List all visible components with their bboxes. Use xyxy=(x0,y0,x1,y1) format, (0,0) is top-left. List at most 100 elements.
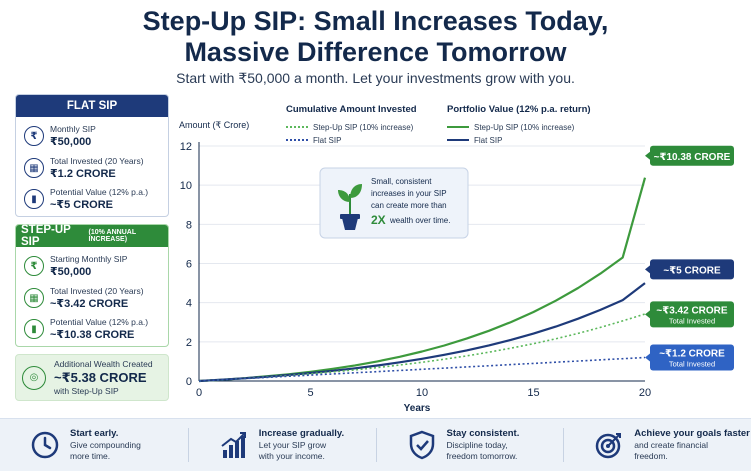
callout-pointer-1 xyxy=(645,265,650,274)
y-tick-label-0: 0 xyxy=(186,376,192,388)
legend-step-invested: Step-Up SIP (10% increase) xyxy=(313,123,414,132)
flat-monthly-row: ₹ Monthly SIP ₹50,000 xyxy=(24,121,96,151)
additional-wealth-note: with Step-Up SIP xyxy=(54,385,119,396)
y-tick-label-4: 4 xyxy=(186,298,192,310)
step-up-card-title: STEP-UP SIP (10% ANNUAL INCREASE) xyxy=(16,224,168,248)
footer-tip-3-head: Stay consistent. xyxy=(446,428,520,439)
footer-tip-2-head: Increase gradually. xyxy=(258,428,345,439)
x-tick-label-10: 10 xyxy=(416,387,428,399)
annotation-line-3: can create more than xyxy=(371,201,447,210)
legend-flat-value: Flat SIP xyxy=(474,136,502,145)
additional-wealth-label: Additional Wealth Created xyxy=(54,358,153,369)
legend-group-value-title: Portfolio Value (12% p.a. return) xyxy=(447,104,591,115)
x-tick-label-5: 5 xyxy=(307,387,313,399)
footer-tip-3-sub2: freedom tomorrow. xyxy=(446,451,518,461)
callout-box-0 xyxy=(650,145,734,166)
plant-icon xyxy=(338,184,362,230)
step-monthly-label: Starting Monthly SIP xyxy=(50,253,128,264)
step-monthly-value: ₹50,000 xyxy=(50,265,92,278)
chart-legend: Cumulative Amount Invested Step-Up SIP (… xyxy=(286,104,591,145)
chart-annotation-box: Small, consistent increases in your SIP … xyxy=(319,167,469,239)
flat-potential-label: Potential Value (12% p.a.) xyxy=(50,186,149,197)
annotation-line-2: increases in your SIP xyxy=(371,189,447,198)
series-line-flat_value xyxy=(198,282,646,383)
series-line-step_invested xyxy=(198,313,646,382)
step-invested-row: ▦ Total Invested (20 Years) ~₹3.42 CRORE xyxy=(24,283,144,313)
rupee-icon: ₹ xyxy=(24,126,44,146)
legend-group-invested-title: Cumulative Amount Invested xyxy=(286,104,417,115)
x-axis-label: Years xyxy=(404,403,431,414)
target-icon xyxy=(596,433,622,459)
y-axis-label: Amount (₹ Crore) xyxy=(179,120,249,130)
flat-sip-card: FLAT SIP ₹ Monthly SIP ₹50,000 ▦ Total In… xyxy=(15,94,169,217)
callout-sub-3: Total Invested xyxy=(669,360,715,369)
x-tick-label-0: 0 xyxy=(196,387,202,399)
legend-step-value: Step-Up SIP (10% increase) xyxy=(474,123,575,132)
target-icon: ◎ xyxy=(22,365,46,390)
annotation-line-4: wealth over time. xyxy=(389,216,450,225)
step-up-title-text: STEP-UP SIP xyxy=(21,224,71,248)
chart-callouts: ~₹10.38 CRORE~₹5 CRORE~₹3.42 CRORETotal … xyxy=(645,145,734,371)
calendar-icon: ▦ xyxy=(24,288,44,308)
bar-chart-icon: ▮ xyxy=(24,189,44,209)
step-potential-value: ~₹10.38 CRORE xyxy=(50,328,135,341)
footer-tip-1-head: Start early. xyxy=(70,428,119,439)
flat-monthly-label: Monthly SIP xyxy=(50,123,96,134)
clock-icon xyxy=(31,431,59,459)
footer-tip-2-sub1: Let your SIP grow xyxy=(258,440,327,450)
rupee-icon: ₹ xyxy=(24,256,44,276)
callout-box-2 xyxy=(650,301,734,328)
footer-tip-4-sub1: and create financial xyxy=(634,440,708,450)
callout-sub-2: Total Invested xyxy=(669,316,715,325)
page-subtitle: Start with ₹50,000 a month. Let your inv… xyxy=(176,70,575,86)
bar-chart-icon: ▮ xyxy=(24,319,44,339)
y-tick-label-12: 12 xyxy=(180,141,192,153)
title-line-1: Step-Up SIP: Small Increases Today, xyxy=(142,6,609,36)
callout-pointer-3 xyxy=(645,353,650,362)
additional-wealth-value: ~₹5.38 CRORE xyxy=(54,369,147,385)
annotation-highlight: 2X xyxy=(371,213,386,227)
x-tick-label-20: 20 xyxy=(639,387,651,399)
additional-wealth-box: ◎ Additional Wealth Created ~₹5.38 CRORE… xyxy=(15,354,169,401)
callout-box-1 xyxy=(650,259,734,280)
flat-potential-value: ~₹5 CRORE xyxy=(50,198,113,211)
footer-tip-2-sub2: with your income. xyxy=(258,451,325,461)
calendar-icon: ▦ xyxy=(24,158,44,178)
flat-invested-row: ▦ Total Invested (20 Years) ₹1.2 CRORE xyxy=(24,153,144,183)
growth-line-chart: 0 2 4 6 8 10 12 0 5 10 15 20 Amount (₹ Crore) Years… xyxy=(179,104,734,414)
callout-box-3 xyxy=(650,344,734,371)
x-tick-label-15: 15 xyxy=(527,387,539,399)
flat-monthly-value: ₹50,000 xyxy=(50,135,92,148)
y-tick-label-2: 2 xyxy=(186,337,192,349)
callout-value-1: ~₹5 CRORE xyxy=(663,265,721,276)
title-line-2: Massive Difference Tomorrow xyxy=(184,37,567,67)
page-title: Step-Up SIP: Small Increases Today, Mass… xyxy=(0,6,751,68)
shield-check-icon xyxy=(409,430,434,460)
footer-tip-goals: Achieve your goals faster and create fina… xyxy=(563,428,751,462)
flat-sip-card-title: FLAT SIP xyxy=(16,95,168,117)
step-invested-value: ~₹3.42 CRORE xyxy=(50,297,129,310)
y-tick-label-10: 10 xyxy=(180,180,192,192)
footer-tip-3-sub1: Discipline today, xyxy=(446,440,508,450)
callout-pointer-0 xyxy=(645,151,650,160)
step-up-title-suffix: (10% ANNUAL INCREASE) xyxy=(88,229,136,243)
step-potential-row: ▮ Potential Value (12% p.a.) ~₹10.38 CROR… xyxy=(24,314,148,344)
footer-tip-1-sub1: Give compounding xyxy=(70,440,141,450)
footer-tip-increase: Increase gradually. Let your SIP grow with… xyxy=(187,428,376,462)
callout-value-2: ~₹3.42 CRORE xyxy=(656,305,727,316)
footer-tip-start-early: Start early. Give compounding more time. xyxy=(0,428,188,462)
chart-tick-labels: 0 2 4 6 8 10 12 0 5 10 15 20 xyxy=(180,141,651,399)
annotation-line-1: Small, consistent xyxy=(371,177,432,186)
footer-tip-4-sub2: freedom. xyxy=(634,451,668,461)
chart-series xyxy=(198,177,647,383)
callout-pointer-2 xyxy=(645,310,650,319)
step-up-sip-card: STEP-UP SIP (10% ANNUAL INCREASE) ₹ Start… xyxy=(15,224,169,347)
y-tick-label-8: 8 xyxy=(186,219,192,231)
footer-tip-1-sub2: more time. xyxy=(70,451,111,461)
growth-chart-icon xyxy=(221,432,246,458)
flat-invested-label: Total Invested (20 Years) xyxy=(50,155,144,166)
legend-flat-invested: Flat SIP xyxy=(313,136,341,145)
footer-tips: Start early. Give compounding more time. I… xyxy=(0,418,751,471)
callout-value-3: ~₹1.2 CRORE xyxy=(659,349,725,360)
flat-potential-row: ▮ Potential Value (12% p.a.) ~₹5 CRORE xyxy=(24,184,148,214)
